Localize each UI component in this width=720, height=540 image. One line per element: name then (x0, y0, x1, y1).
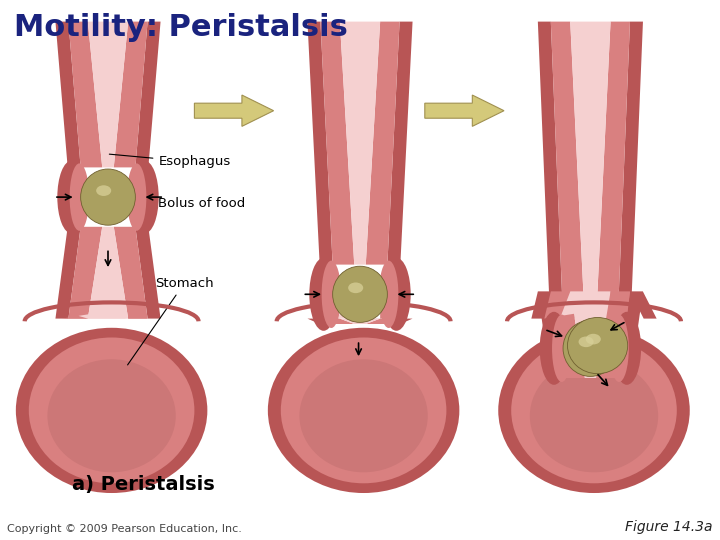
Polygon shape (387, 22, 413, 265)
Ellipse shape (16, 328, 207, 493)
Polygon shape (88, 22, 128, 167)
Polygon shape (68, 22, 102, 167)
Ellipse shape (310, 258, 338, 331)
Polygon shape (114, 22, 148, 167)
Polygon shape (618, 22, 643, 319)
Polygon shape (425, 95, 504, 126)
Ellipse shape (540, 312, 568, 385)
Polygon shape (135, 22, 161, 167)
Ellipse shape (58, 160, 86, 234)
Polygon shape (314, 316, 340, 319)
Polygon shape (366, 319, 400, 324)
Ellipse shape (613, 312, 641, 385)
Polygon shape (544, 292, 570, 319)
Ellipse shape (348, 282, 363, 293)
Ellipse shape (70, 164, 89, 231)
Text: Figure 14.3a: Figure 14.3a (625, 519, 713, 534)
Polygon shape (551, 22, 585, 319)
Polygon shape (366, 22, 400, 265)
Polygon shape (68, 227, 102, 319)
Ellipse shape (511, 338, 677, 483)
Ellipse shape (586, 334, 600, 345)
Polygon shape (538, 292, 563, 378)
Polygon shape (88, 227, 128, 319)
Ellipse shape (552, 315, 572, 382)
Ellipse shape (29, 338, 194, 483)
Polygon shape (307, 22, 333, 265)
Polygon shape (570, 292, 611, 378)
Polygon shape (596, 22, 630, 319)
Ellipse shape (130, 160, 158, 234)
Polygon shape (194, 95, 274, 126)
Text: Copyright © 2009 Pearson Education, Inc.: Copyright © 2009 Pearson Education, Inc. (7, 523, 242, 534)
Ellipse shape (498, 328, 690, 493)
Polygon shape (307, 319, 333, 324)
Polygon shape (538, 22, 563, 319)
Ellipse shape (609, 315, 629, 382)
Text: a) Peristalsis: a) Peristalsis (72, 475, 215, 494)
Polygon shape (55, 227, 81, 319)
Text: Esophagus: Esophagus (109, 154, 230, 168)
Polygon shape (630, 292, 657, 319)
Polygon shape (570, 22, 611, 319)
Polygon shape (55, 22, 81, 167)
Ellipse shape (567, 318, 628, 374)
Polygon shape (320, 22, 354, 265)
Polygon shape (618, 292, 643, 378)
Polygon shape (561, 292, 611, 316)
Ellipse shape (563, 320, 618, 376)
Polygon shape (531, 292, 551, 319)
Ellipse shape (81, 169, 135, 225)
Polygon shape (135, 227, 161, 319)
Text: Bolus of food: Bolus of food (117, 195, 246, 210)
Ellipse shape (300, 359, 428, 472)
Ellipse shape (530, 359, 658, 472)
Polygon shape (380, 313, 400, 319)
Polygon shape (62, 316, 88, 319)
Polygon shape (330, 313, 380, 319)
Ellipse shape (48, 359, 176, 472)
Ellipse shape (268, 328, 459, 493)
Polygon shape (128, 313, 148, 319)
Polygon shape (387, 319, 413, 324)
Polygon shape (340, 319, 380, 324)
Ellipse shape (96, 185, 111, 196)
Ellipse shape (379, 261, 398, 328)
Ellipse shape (322, 261, 341, 328)
Polygon shape (596, 292, 630, 378)
Polygon shape (320, 319, 354, 324)
Polygon shape (78, 313, 128, 319)
Text: Motility: Peristalsis: Motility: Peristalsis (14, 14, 348, 43)
Polygon shape (340, 22, 380, 265)
Polygon shape (114, 227, 148, 319)
Ellipse shape (127, 164, 146, 231)
Polygon shape (611, 292, 630, 316)
Ellipse shape (382, 258, 410, 331)
Ellipse shape (579, 336, 593, 347)
Ellipse shape (281, 338, 446, 483)
Ellipse shape (333, 266, 387, 322)
Polygon shape (551, 292, 585, 378)
Text: Stomach: Stomach (127, 277, 213, 365)
